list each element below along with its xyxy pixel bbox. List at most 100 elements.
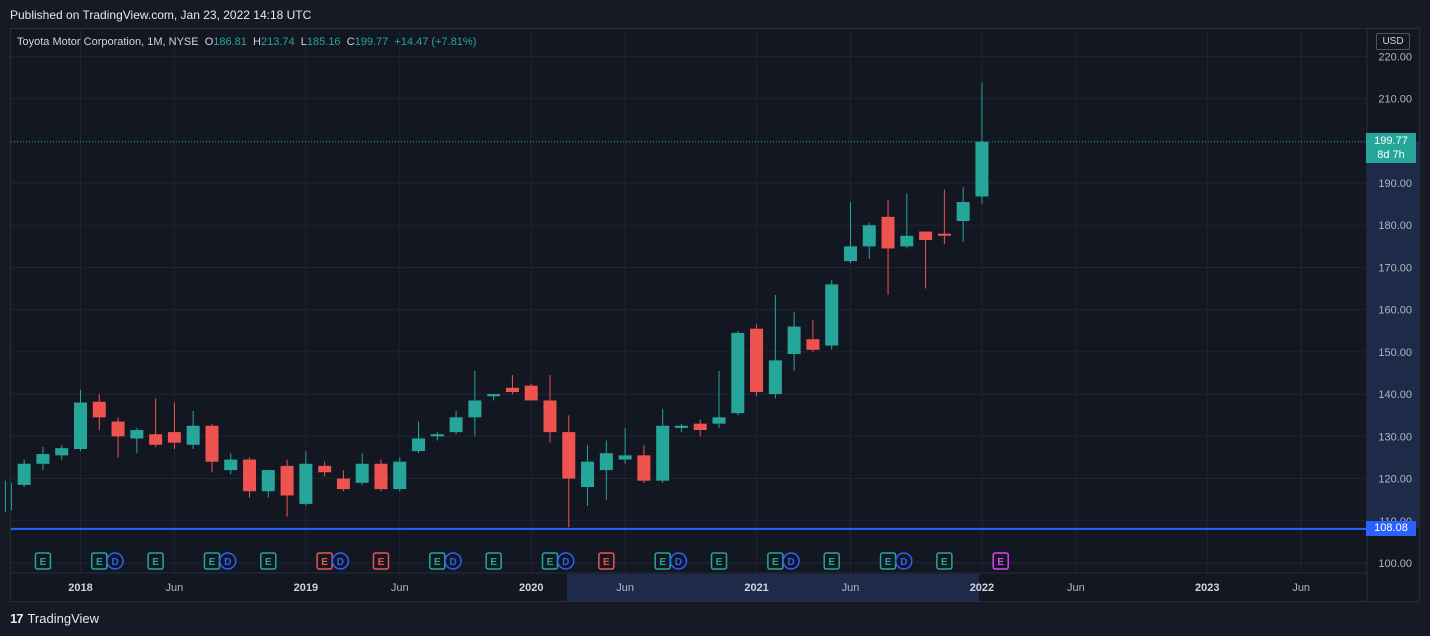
candle <box>806 320 820 352</box>
dividend-marker: D <box>444 552 462 570</box>
candle-body <box>487 394 501 397</box>
candle-body <box>55 448 69 456</box>
candle <box>581 444 595 507</box>
candle <box>505 375 519 395</box>
event-marker-letter: D <box>675 557 682 568</box>
last-price-value: 199.77 <box>1374 135 1408 147</box>
candle <box>92 394 106 431</box>
earnings-marker: E <box>34 552 52 570</box>
candle-body <box>637 455 651 481</box>
candle-body <box>656 425 670 481</box>
candle-body <box>900 235 914 247</box>
candle-body <box>430 434 444 437</box>
published-caption: Published on TradingView.com, Jan 23, 20… <box>10 8 312 22</box>
legend-symbol: Toyota Motor Corporation, 1M, NYSE <box>17 36 199 48</box>
earnings-marker: E <box>429 552 446 570</box>
dividend-marker: D <box>218 552 237 570</box>
candle <box>750 324 764 397</box>
earnings-marker: E <box>936 552 953 570</box>
candle-body <box>768 360 782 395</box>
event-marker-letter: E <box>772 557 779 568</box>
earnings-marker-box <box>992 552 1009 570</box>
event-marker-letter: D <box>449 557 456 568</box>
candle-body <box>11 482 12 511</box>
price-tick-label: 210.00 <box>1378 94 1412 106</box>
legend-change: +14.47 (+7.81%) <box>394 36 477 48</box>
earnings-marker-box <box>372 552 390 570</box>
candle-body <box>449 417 463 433</box>
dividend-marker: D <box>331 552 350 570</box>
price-tick-label: 120.00 <box>1378 474 1412 486</box>
earnings-marker-box <box>34 552 52 570</box>
time-tick-label: 2021 <box>744 582 768 594</box>
event-marker-letter: E <box>434 557 441 568</box>
earnings-marker: E <box>598 552 615 570</box>
earnings-marker: E <box>91 552 108 570</box>
event-marker-letter: E <box>321 557 328 568</box>
candle <box>430 432 444 441</box>
candle <box>111 417 125 458</box>
candle <box>693 419 707 437</box>
candle <box>205 423 219 473</box>
candle-body <box>731 332 745 414</box>
candle-body <box>261 470 275 492</box>
candle <box>55 444 69 460</box>
candle <box>731 330 745 416</box>
candle-body <box>750 328 764 393</box>
price-tick-label: 150.00 <box>1378 347 1412 359</box>
earnings-marker: E <box>203 552 221 570</box>
price-tick-label: 130.00 <box>1378 431 1412 443</box>
candle <box>881 199 895 295</box>
dividend-marker: D <box>106 552 124 570</box>
candle-body <box>524 385 538 401</box>
legend-close: 199.77 <box>354 36 389 48</box>
candle <box>74 389 87 452</box>
candle-body <box>919 231 933 241</box>
event-marker-letter: E <box>547 557 554 568</box>
time-tick-label: Jun <box>166 582 184 594</box>
candle <box>637 444 651 483</box>
candle <box>36 446 50 471</box>
time-tick-label: Jun <box>616 582 634 594</box>
candle <box>149 398 163 447</box>
earnings-marker-box <box>936 552 953 570</box>
last-price-tag: 199.77 8d 7h <box>1366 133 1416 163</box>
event-marker-letter: E <box>941 557 948 568</box>
candle <box>318 461 332 477</box>
candle <box>919 231 933 289</box>
time-tick-label: 2020 <box>519 582 543 594</box>
dividend-marker-circle <box>218 552 237 570</box>
earnings-marker: E <box>260 552 277 570</box>
event-marker-letter: E <box>997 557 1004 568</box>
legend-open: 186.81 <box>213 36 247 48</box>
event-marker-letter: D <box>337 557 344 568</box>
time-tick-label: Jun <box>842 582 860 594</box>
time-tick-label: Jun <box>1292 582 1310 594</box>
candle-body <box>412 438 426 452</box>
earnings-marker: E <box>879 552 897 570</box>
candle-body <box>787 326 801 355</box>
candle <box>261 470 275 498</box>
candle-body <box>92 401 106 418</box>
event-marker-letter: E <box>716 557 723 568</box>
tradingview-logo[interactable]: 17 TradingView <box>10 611 99 626</box>
candle <box>393 457 407 492</box>
event-marker-letter: D <box>224 557 231 568</box>
event-marker-letter: D <box>900 557 907 568</box>
currency-button[interactable]: USD <box>1376 33 1410 50</box>
event-marker-letter: E <box>490 557 497 568</box>
earnings-marker-box <box>260 552 277 570</box>
time-tick-label: Jun <box>1067 582 1085 594</box>
dividend-marker-circle <box>782 552 800 570</box>
earnings-marker: E <box>654 552 671 570</box>
candle <box>712 370 726 428</box>
candles <box>4 82 989 528</box>
price-tick-label: 180.00 <box>1378 220 1412 232</box>
event-marker-letter: E <box>378 557 385 568</box>
candle <box>618 427 632 464</box>
candle-body <box>74 402 87 450</box>
price-tick-label: 160.00 <box>1378 305 1412 317</box>
chart-frame[interactable] <box>10 28 1420 602</box>
event-marker-letter: E <box>209 557 216 568</box>
